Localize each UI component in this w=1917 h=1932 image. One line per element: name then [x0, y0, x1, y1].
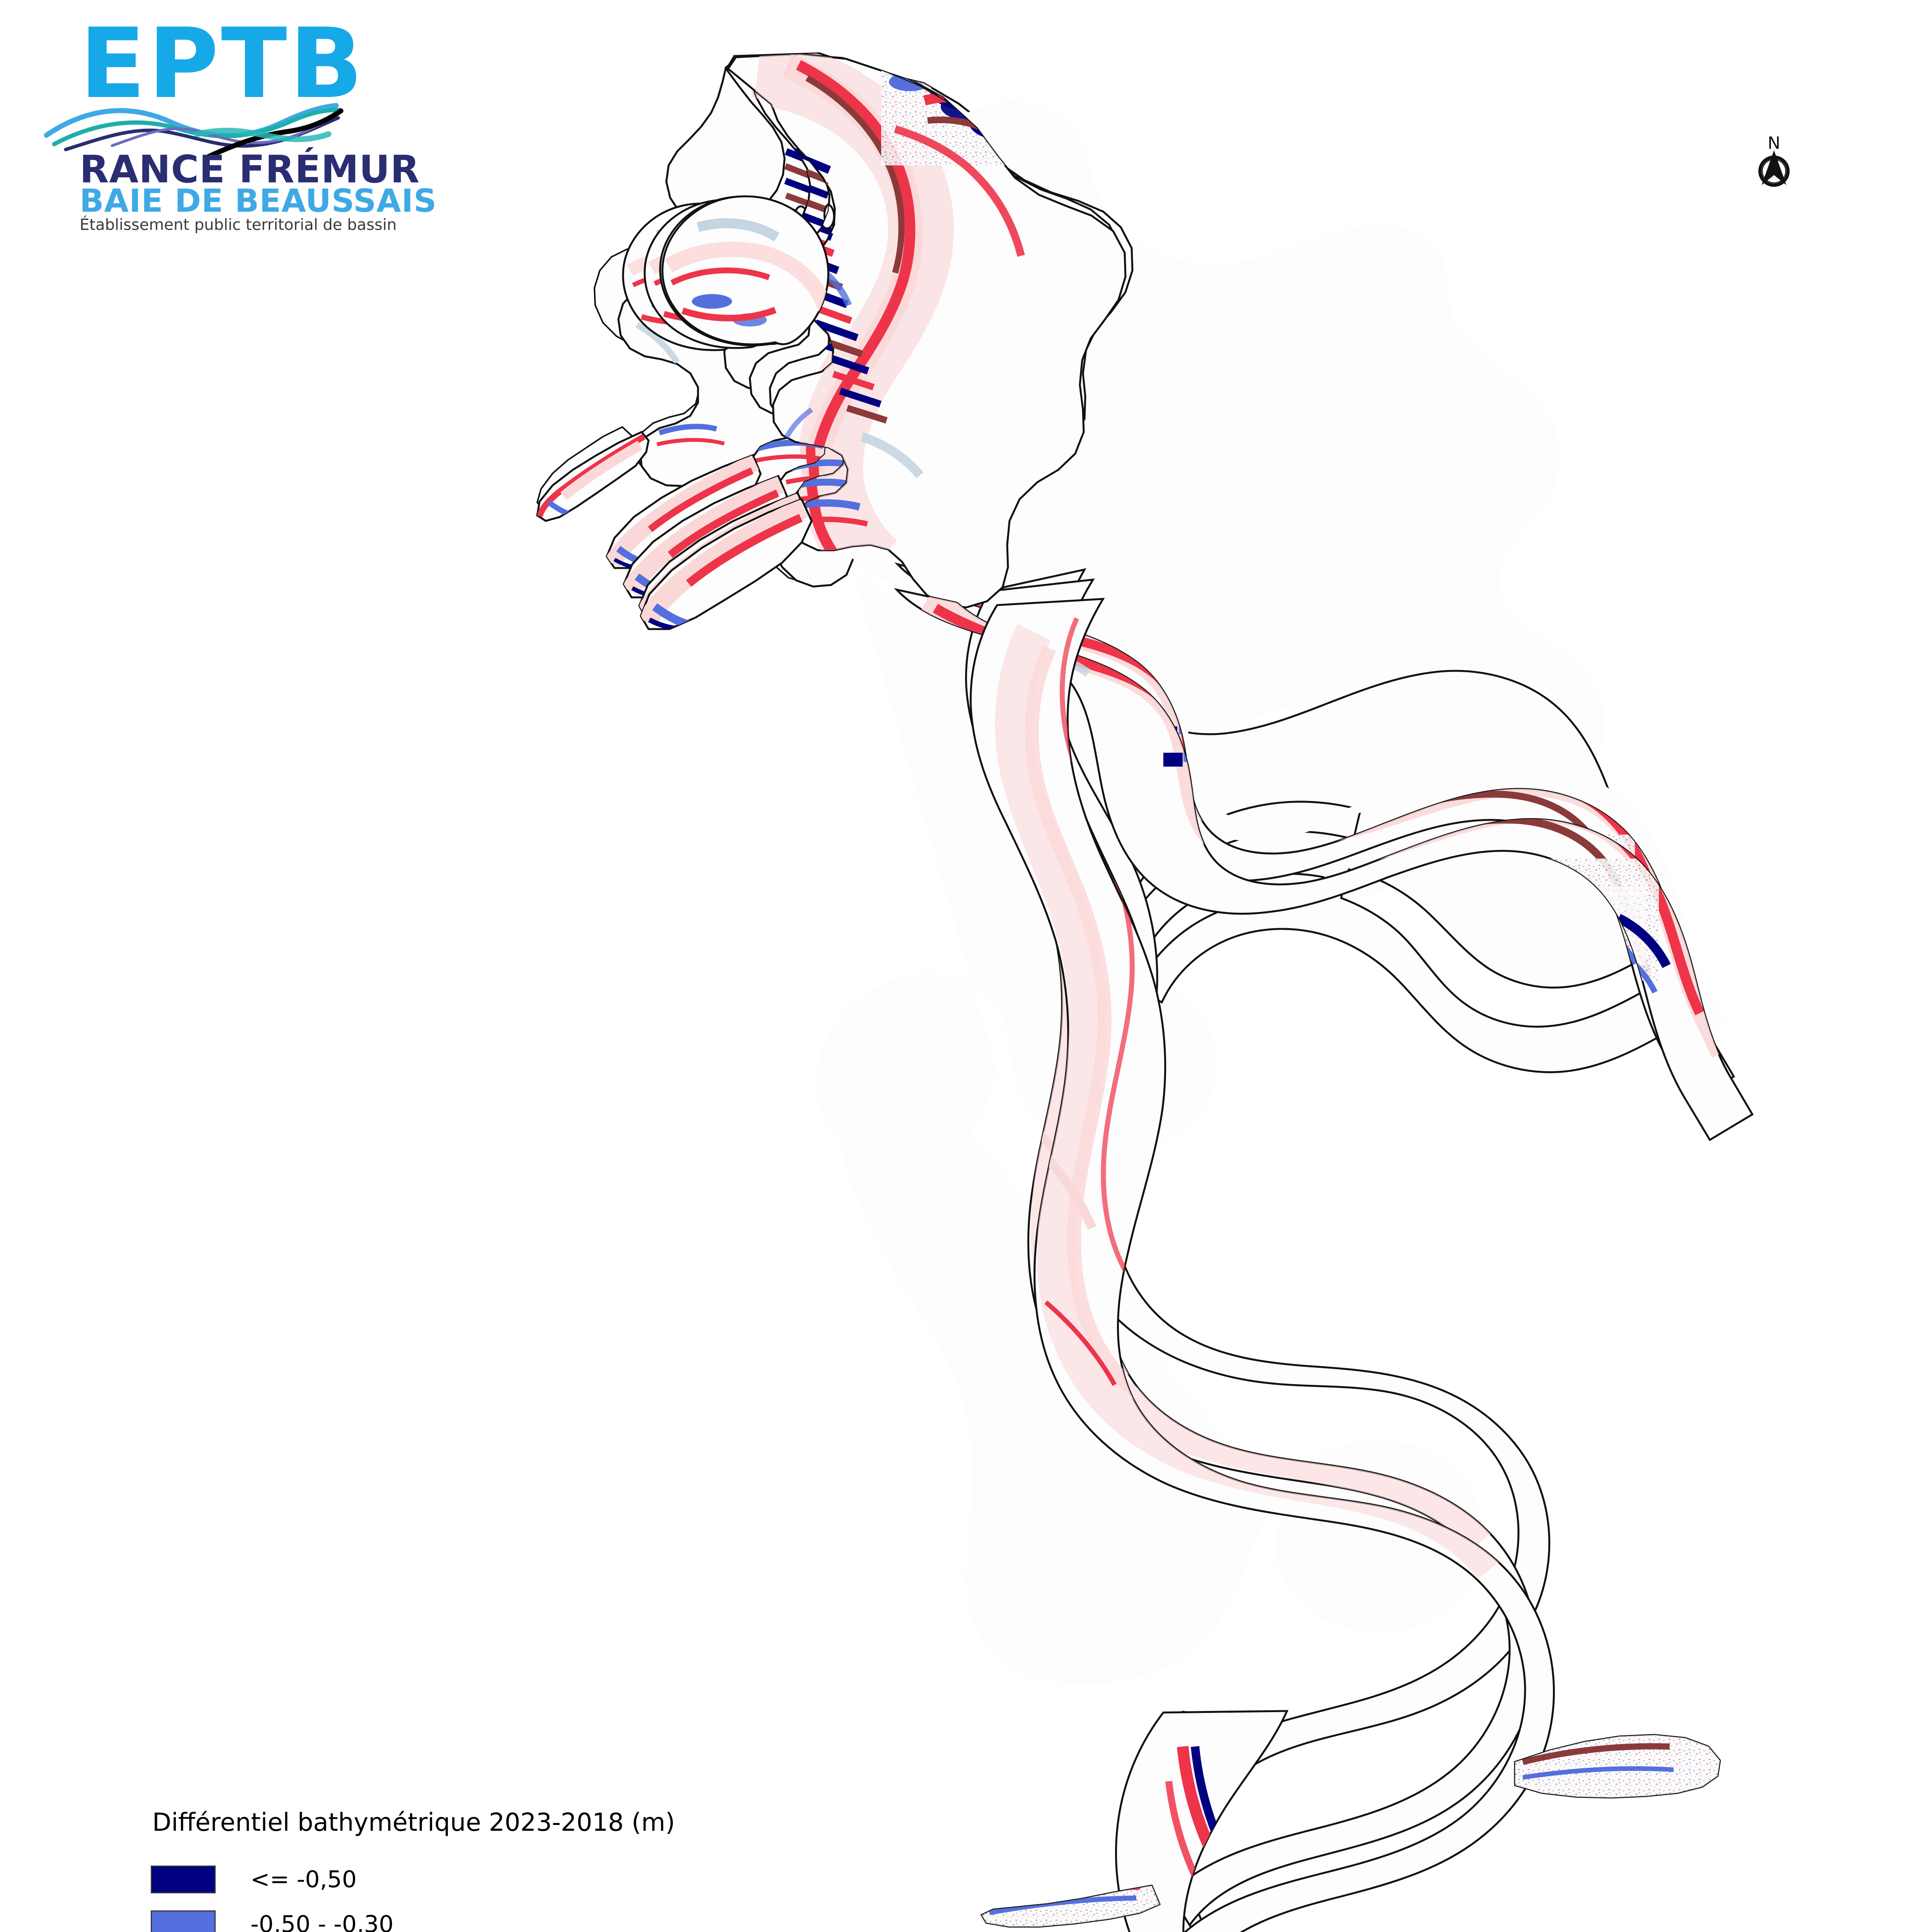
legend-title: Différentiel bathymétrique 2023-2018 (m): [152, 1808, 675, 1837]
map-layer-group: [536, 52, 1754, 1932]
region-sw-creek: [640, 498, 813, 630]
logo-wave-graphic: [44, 103, 344, 159]
legend-label-1: -0,50 - -0,30: [250, 1911, 394, 1932]
legend-item: -0,50 - -0,30: [151, 1902, 692, 1932]
north-arrow-icon: N: [1758, 133, 1790, 187]
legend-swatch-1: [151, 1910, 216, 1932]
legend-swatch-0: [151, 1866, 216, 1893]
logo-acronym: EPTB: [80, 7, 366, 120]
logo-line-rance-fremur: RANCE FRÉMUR: [80, 148, 420, 192]
region-west-lobe: [661, 195, 829, 345]
logo-tagline: Établissement public territorial de bass…: [80, 216, 397, 234]
legend-label-0: <= -0,50: [250, 1866, 357, 1893]
logo-line-baie-de-beaussais: BAIE DE BEAUSSAIS: [80, 183, 437, 219]
raster-northwest-creek: [536, 430, 650, 522]
legend-item: <= -0,50: [151, 1857, 692, 1902]
north-arrow-label: N: [1768, 133, 1781, 153]
eptb-logo: EPTB RANCE FRÉMUR BAIE DE BEAUSSAIS Étab…: [43, 15, 436, 233]
legend: Différentiel bathymétrique 2023-2018 (m)…: [151, 1808, 692, 1932]
region-ne-spur: [1514, 1734, 1721, 1799]
